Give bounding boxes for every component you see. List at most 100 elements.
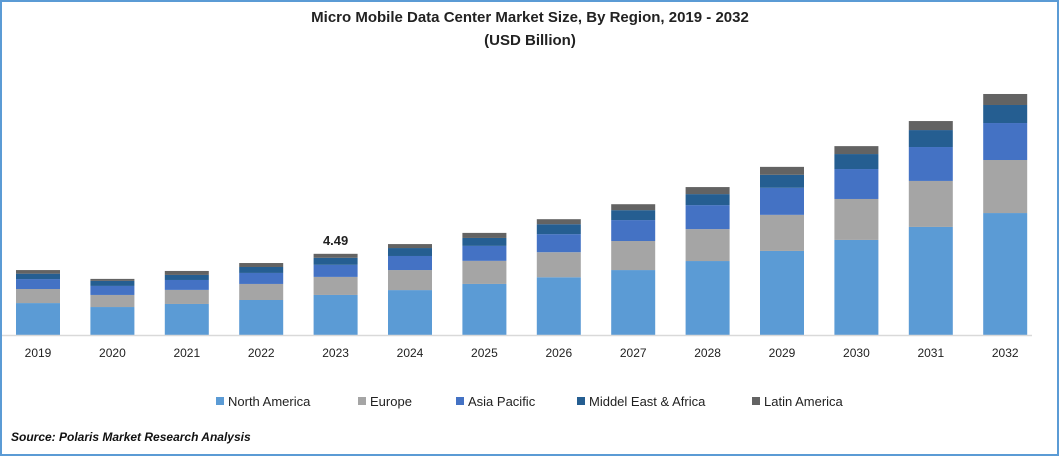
bar-segment-europe-2020 (90, 294, 135, 308)
bar-segment-europe-2021 (164, 289, 209, 304)
legend-item-middel-east-africa: Middel East & Africa (577, 394, 706, 409)
legend-item-europe: Europe (358, 394, 412, 409)
bar-segment-europe-2019 (16, 288, 60, 304)
x-tick-label-2027: 2027 (620, 346, 647, 360)
bar-segment-asia-pacific-2032 (983, 123, 1028, 161)
x-tick-label-2020: 2020 (99, 346, 126, 360)
bar-segment-latin-america-2027 (611, 204, 656, 211)
bar-segment-asia-pacific-2027 (611, 220, 656, 242)
bar-segment-latin-america-2029 (760, 166, 804, 175)
bar-segment-europe-2023 (313, 276, 358, 295)
bar-segment-europe-2030 (834, 198, 879, 240)
x-tick-label-2026: 2026 (545, 346, 572, 360)
x-tick-label-2031: 2031 (917, 346, 944, 360)
bar-segment-asia-pacific-2023 (313, 264, 358, 277)
bar-segment-latin-america-2024 (388, 244, 432, 249)
bar-segment-asia-pacific-2020 (90, 285, 135, 295)
legend-item-asia-pacific: Asia Pacific (456, 394, 536, 409)
bar-segment-middel-east-africa-2025 (462, 237, 507, 246)
bar-segment-middel-east-africa-2032 (983, 104, 1028, 124)
data-label-2023: 4.49 (323, 233, 348, 248)
bar-segment-asia-pacific-2026 (536, 234, 581, 253)
bar-segment-europe-2026 (536, 252, 581, 278)
bar-segment-europe-2031 (908, 180, 953, 227)
bar-segment-asia-pacific-2029 (760, 187, 804, 215)
x-tick-label-2030: 2030 (843, 346, 870, 360)
bar-segment-middel-east-africa-2019 (16, 273, 60, 280)
x-tick-label-2024: 2024 (397, 346, 424, 360)
x-tick-label-2023: 2023 (322, 346, 349, 360)
bar-segment-europe-2024 (388, 270, 432, 291)
bar-segment-middel-east-africa-2022 (239, 266, 284, 273)
bar-segment-asia-pacific-2024 (388, 255, 432, 271)
bar-segment-latin-america-2021 (164, 270, 209, 275)
bar-segment-latin-america-2020 (90, 278, 135, 281)
x-tick-label-2029: 2029 (769, 346, 796, 360)
chart-subtitle: (USD Billion) (484, 32, 576, 49)
bar-segment-middel-east-africa-2027 (611, 210, 656, 221)
bar-segment-north-america-2025 (462, 283, 507, 335)
bar-segment-north-america-2021 (164, 303, 209, 335)
bar-segment-asia-pacific-2030 (834, 169, 879, 199)
bar-segment-north-america-2032 (983, 213, 1028, 335)
x-tick-label-2025: 2025 (471, 346, 498, 360)
bar-segment-north-america-2029 (760, 250, 804, 335)
legend-item-latin-america: Latin America (752, 394, 844, 409)
x-tick-label-2021: 2021 (173, 346, 200, 360)
bar-segment-north-america-2024 (388, 290, 432, 335)
bar-segment-asia-pacific-2025 (462, 245, 507, 261)
bar-segment-middel-east-africa-2029 (760, 174, 804, 188)
bar-segment-latin-america-2031 (908, 121, 953, 131)
legend-swatch (456, 397, 464, 405)
bar-segment-north-america-2027 (611, 270, 656, 335)
legend-label: Latin America (764, 394, 844, 409)
bar-segment-europe-2027 (611, 241, 656, 271)
legend-item-north-america: North America (216, 394, 311, 409)
legend-label: North America (228, 394, 311, 409)
bar-segment-europe-2028 (685, 229, 730, 262)
bar-segment-north-america-2030 (834, 239, 879, 335)
chart-title: Micro Mobile Data Center Market Size, By… (311, 9, 749, 26)
x-tick-label-2019: 2019 (25, 346, 52, 360)
bar-segment-latin-america-2022 (239, 263, 284, 267)
bar-segment-asia-pacific-2021 (164, 279, 209, 290)
legend-swatch (577, 397, 585, 405)
bar-segment-asia-pacific-2019 (16, 279, 60, 289)
bar-segment-europe-2032 (983, 160, 1028, 214)
bar-segment-north-america-2031 (908, 226, 953, 335)
x-tick-label-2028: 2028 (694, 346, 721, 360)
bar-segment-latin-america-2019 (16, 270, 60, 274)
x-tick-label-2032: 2032 (992, 346, 1019, 360)
bar-segment-latin-america-2032 (983, 93, 1028, 105)
bar-segment-north-america-2023 (313, 294, 358, 335)
bar-segment-europe-2025 (462, 260, 507, 284)
bar-segment-north-america-2020 (90, 307, 135, 335)
bar-segment-asia-pacific-2022 (239, 272, 284, 284)
bar-segment-latin-america-2030 (834, 146, 879, 155)
bar-segment-latin-america-2026 (536, 219, 581, 225)
bar-segment-middel-east-africa-2021 (164, 274, 209, 280)
bar-segment-north-america-2028 (685, 261, 730, 335)
bar-segment-latin-america-2028 (685, 187, 730, 195)
bar-segment-middel-east-africa-2023 (313, 257, 358, 265)
legend-swatch (358, 397, 366, 405)
x-tick-label-2022: 2022 (248, 346, 275, 360)
legend-swatch (752, 397, 760, 405)
legend-swatch (216, 397, 224, 405)
bar-segment-europe-2029 (760, 214, 804, 251)
bar-segment-middel-east-africa-2031 (908, 130, 953, 148)
bar-segment-north-america-2026 (536, 277, 581, 335)
bar-segment-north-america-2019 (16, 303, 60, 335)
legend-label: Asia Pacific (468, 394, 536, 409)
bar-segment-middel-east-africa-2030 (834, 154, 879, 170)
bar-segment-latin-america-2025 (462, 232, 507, 238)
bar-segment-middel-east-africa-2026 (536, 224, 581, 235)
bar-segment-asia-pacific-2031 (908, 147, 953, 181)
legend-label: Middel East & Africa (589, 394, 706, 409)
bar-segment-latin-america-2023 (313, 253, 358, 258)
bar-segment-asia-pacific-2028 (685, 205, 730, 230)
bar-segment-middel-east-africa-2024 (388, 248, 432, 256)
bar-segment-middel-east-africa-2028 (685, 194, 730, 206)
